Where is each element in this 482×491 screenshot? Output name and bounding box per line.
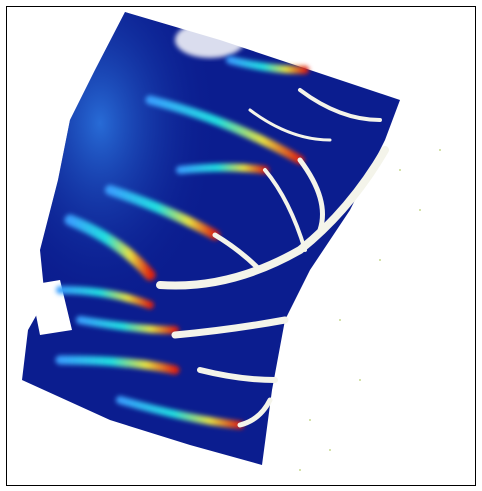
haze: [40, 12, 240, 330]
cloud: [175, 22, 245, 58]
fjords: [156, 88, 389, 428]
glaciers: [55, 56, 309, 429]
sparse-points: [299, 149, 441, 471]
